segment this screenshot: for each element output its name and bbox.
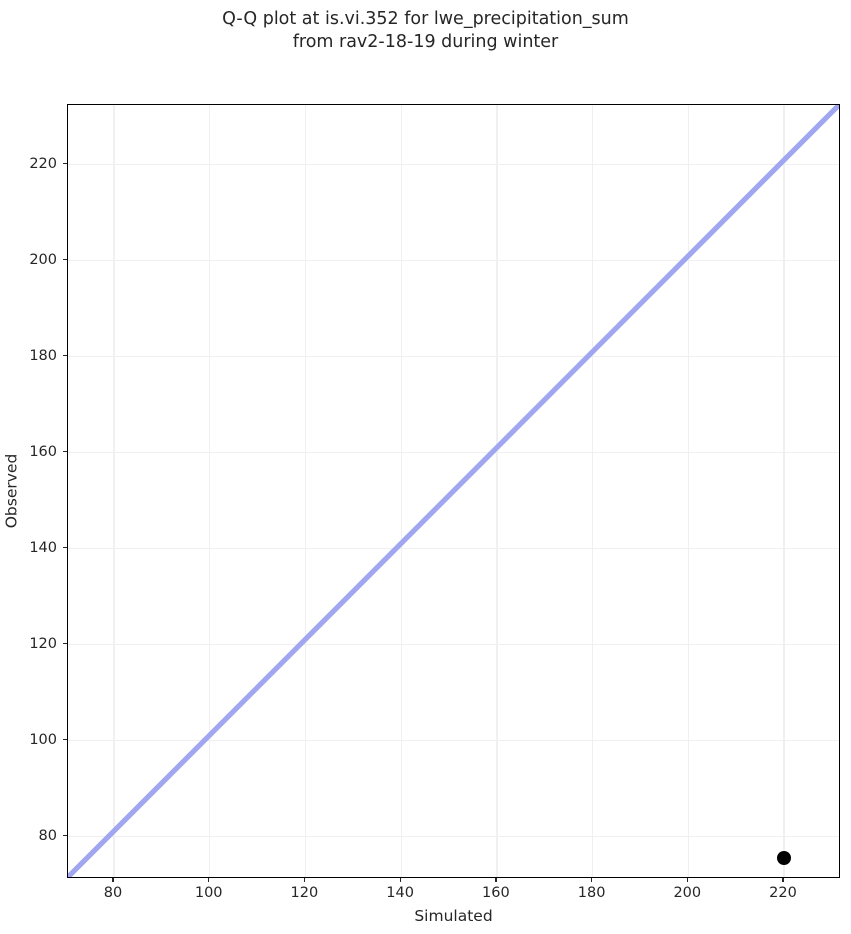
gridline-horizontal <box>68 259 839 262</box>
plot-area <box>67 104 840 878</box>
tick-mark-y <box>63 738 67 741</box>
x-tick-label: 80 <box>103 885 123 901</box>
tick-mark-y <box>63 546 67 549</box>
y-tick-label: 220 <box>29 155 57 172</box>
x-tick-label: 100 <box>194 885 223 901</box>
gridline-vertical <box>687 105 689 877</box>
x-tick-label: 180 <box>577 885 606 901</box>
gridline-horizontal <box>68 451 839 454</box>
y-axis-label: Observed <box>0 104 22 878</box>
x-tick-label: 200 <box>673 885 702 901</box>
y-tick-label: 160 <box>29 443 57 460</box>
gridline-horizontal <box>68 355 839 358</box>
data-point <box>777 851 791 866</box>
gridline-horizontal <box>68 163 839 166</box>
tick-mark-y <box>63 642 67 645</box>
gridline-horizontal <box>68 547 839 550</box>
y-tick-label: 140 <box>29 539 57 556</box>
tick-mark-x <box>303 878 306 882</box>
y-tick-label: 80 <box>38 827 57 844</box>
x-tick-label: 120 <box>290 885 319 901</box>
tick-mark-x <box>686 878 688 882</box>
chart-title: Q-Q plot at is.vi.352 for lwe_precipitat… <box>222 9 629 52</box>
gridline-vertical <box>113 105 115 877</box>
y-tick-label: 120 <box>29 635 57 652</box>
y-tick-label: 100 <box>29 731 57 748</box>
tick-mark-x <box>399 878 401 882</box>
gridline-vertical <box>209 105 211 877</box>
y-axis-label-text: Observed <box>2 453 21 529</box>
tick-mark-y <box>63 354 67 357</box>
tick-mark-y <box>63 258 67 261</box>
y-tick-label: 200 <box>29 251 57 268</box>
x-tick-label: 140 <box>386 885 414 901</box>
gridline-horizontal <box>68 835 839 838</box>
gridline-vertical <box>783 105 785 877</box>
tick-mark-y <box>63 162 67 165</box>
gridline-horizontal <box>68 643 839 646</box>
x-axis-label: Simulated <box>414 907 493 925</box>
y-tick-label: 180 <box>29 347 57 364</box>
tick-mark-x <box>495 878 497 882</box>
gridline-vertical <box>400 105 402 877</box>
gridline-vertical <box>496 105 498 877</box>
x-tick-label: 160 <box>482 885 510 901</box>
gridline-vertical <box>592 105 594 877</box>
tick-mark-x <box>112 878 114 882</box>
tick-mark-y <box>63 450 67 453</box>
x-tick-label: 220 <box>769 885 797 901</box>
one-to-one-reference-line <box>68 105 839 877</box>
gridline-vertical <box>304 105 307 877</box>
tick-mark-x <box>208 878 210 882</box>
gridline-horizontal <box>68 739 839 742</box>
tick-mark-x <box>782 878 784 882</box>
tick-mark-y <box>63 834 67 837</box>
tick-mark-x <box>591 878 593 882</box>
